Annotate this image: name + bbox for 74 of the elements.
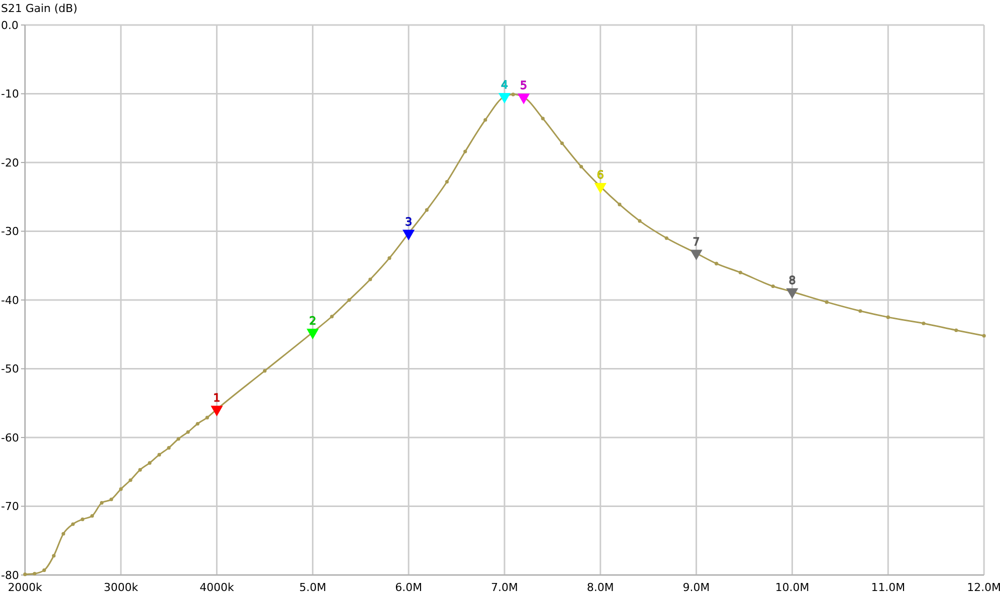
point [425, 208, 429, 212]
point [664, 236, 668, 240]
y-axis-title: S21 Gain (dB) [1, 2, 78, 15]
point [52, 554, 56, 558]
series-label: 5 [520, 79, 528, 92]
series-label: 7 [692, 235, 700, 248]
y-tick-label: -60 [1, 431, 19, 444]
point [176, 437, 180, 441]
point [511, 92, 515, 96]
point [196, 422, 200, 426]
x-tick-label: 4000k [200, 581, 235, 594]
point [560, 141, 564, 146]
x-tick-label: 7.0M [491, 581, 518, 594]
series-label: 6 [596, 168, 604, 182]
point [954, 328, 958, 332]
y-tick-label: -70 [1, 500, 19, 514]
point [148, 461, 152, 465]
point [484, 118, 488, 122]
y-tick-label: -30 [1, 225, 19, 238]
y-tick-label: 0.0 [1, 18, 18, 32]
point [90, 514, 94, 518]
point [330, 314, 334, 318]
y-tick-label: -20 [1, 156, 19, 170]
point [714, 262, 718, 266]
point [42, 568, 46, 572]
point [62, 532, 66, 536]
point [445, 180, 449, 184]
point [167, 446, 171, 450]
series-label: 4 [501, 78, 508, 92]
point [262, 369, 267, 373]
x-tick-label: 10.0M [775, 581, 810, 594]
x-tick-label: 11.0M [871, 581, 906, 594]
series-label: 1 [213, 391, 220, 404]
point [541, 116, 545, 120]
x-tick-label: 6.0M [395, 581, 422, 594]
point [638, 219, 642, 223]
point [463, 150, 467, 154]
point [579, 164, 584, 168]
point [157, 452, 162, 456]
series-label: 8 [788, 274, 796, 287]
series-label: 3 [405, 215, 412, 228]
point [738, 270, 742, 274]
point [32, 572, 36, 576]
point [347, 298, 351, 302]
y-tick-label: -50 [1, 362, 19, 376]
point [618, 202, 622, 206]
x-tick-label: 5.0M [299, 581, 326, 594]
x-tick-label: 3000k [104, 581, 139, 594]
point [368, 278, 372, 282]
y-tick-label: -80 [1, 568, 19, 582]
point [138, 468, 142, 472]
point [886, 315, 890, 319]
x-tick-label: 9.0M [682, 581, 710, 594]
point [119, 487, 123, 491]
point [186, 430, 190, 434]
point [128, 478, 132, 482]
point [23, 572, 27, 576]
point [771, 284, 775, 288]
point [80, 518, 84, 522]
point [858, 309, 862, 313]
point [824, 300, 829, 304]
point [100, 501, 104, 505]
x-tick-label: 2000k [8, 581, 43, 594]
x-tick-label: 12.0M [967, 581, 1000, 594]
point [922, 322, 926, 326]
y-tick-label: -10 [1, 88, 19, 101]
point [388, 256, 392, 260]
point [982, 334, 986, 338]
point [71, 522, 75, 526]
x-tick-label: 8.0M [586, 581, 614, 594]
point [110, 498, 114, 502]
series-label: 2 [309, 314, 316, 328]
y-tick-label: -40 [1, 294, 19, 307]
point [205, 416, 210, 420]
